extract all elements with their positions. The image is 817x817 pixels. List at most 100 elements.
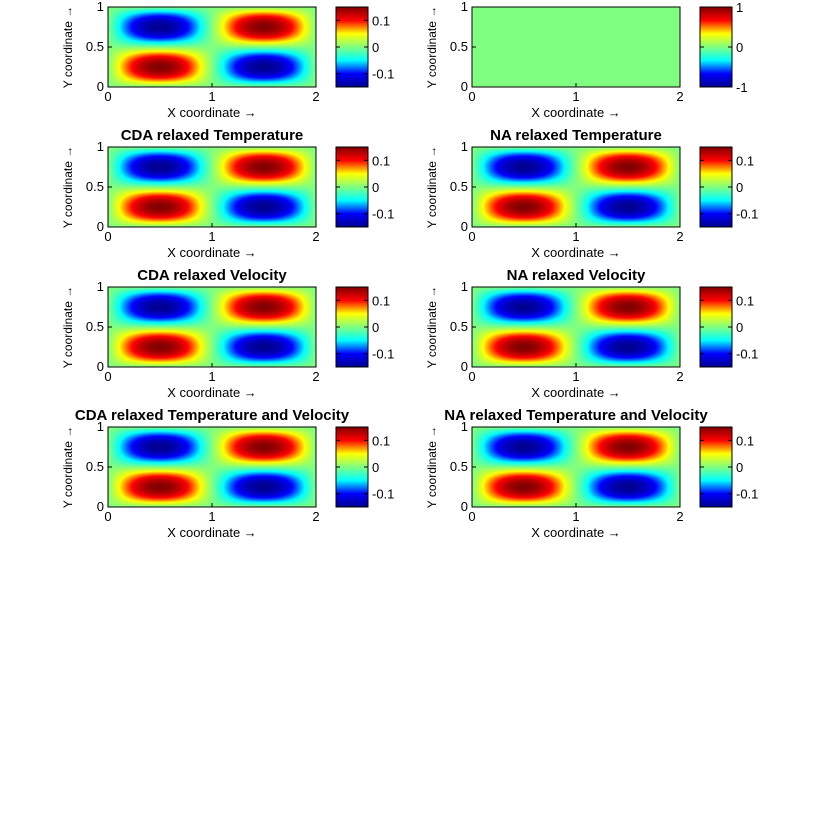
x-axis-label: X coordinate → (531, 385, 621, 400)
colorbar-tick-label: 0 (736, 40, 743, 55)
x-axis-label: X coordinate → (531, 105, 621, 120)
x-axis-label: X coordinate → (531, 525, 621, 540)
x-axis-label: X coordinate → (167, 385, 257, 400)
x-tick-label: 0 (104, 229, 111, 244)
x-tick-label: 1 (572, 369, 579, 384)
y-tick-label: 1 (97, 419, 104, 434)
y-tick-label: 0.5 (450, 319, 468, 334)
y-tick-label: 1 (97, 0, 104, 14)
y-axis-label: Y coordinate → (425, 426, 439, 509)
colorbar (335, 286, 369, 368)
y-tick-label: 0.5 (450, 39, 468, 54)
y-tick-label: 0.5 (86, 459, 104, 474)
y-tick-label: 1 (461, 419, 468, 434)
colorbar-tick-label: -0.1 (372, 487, 394, 502)
colorbar-tick-label: -0.1 (372, 207, 394, 222)
colorbar-tick-label: 0.1 (736, 433, 754, 448)
colorbar-tick-label: 0.1 (372, 153, 390, 168)
colorbar-tick-label: 0 (736, 460, 743, 475)
x-axis-label: X coordinate → (167, 245, 257, 260)
y-axis-label: Y coordinate → (425, 6, 439, 89)
colorbar (699, 146, 733, 228)
x-tick-label: 2 (676, 229, 683, 244)
colorbar (699, 286, 733, 368)
x-tick-label: 1 (208, 509, 215, 524)
y-axis-label: Y coordinate → (61, 426, 75, 509)
heatmap-field (108, 287, 316, 367)
heatmap-field (472, 7, 680, 87)
panel-title: CDA relaxed Temperature (121, 127, 304, 144)
x-axis-label: X coordinate → (167, 525, 257, 540)
y-tick-label: 1 (97, 139, 104, 154)
x-tick-label: 1 (572, 509, 579, 524)
y-tick-label: 0 (461, 499, 468, 514)
heatmap-field (108, 427, 316, 507)
x-tick-label: 0 (104, 89, 111, 104)
y-tick-label: 1 (461, 0, 468, 14)
y-axis-label: Y coordinate → (61, 146, 75, 229)
colorbar (699, 6, 733, 88)
colorbar-tick-label: 0.1 (372, 293, 390, 308)
y-tick-label: 0 (97, 499, 104, 514)
x-tick-label: 2 (312, 89, 319, 104)
x-tick-label: 0 (468, 369, 475, 384)
y-tick-label: 0 (97, 79, 104, 94)
x-axis-label: X coordinate → (167, 105, 257, 120)
y-tick-label: 0.5 (450, 179, 468, 194)
x-tick-label: 0 (468, 89, 475, 104)
y-tick-label: 0 (97, 359, 104, 374)
x-tick-label: 2 (312, 369, 319, 384)
x-tick-label: 1 (208, 369, 215, 384)
panel-title: CDA relaxed Velocity (137, 267, 287, 284)
heatmap-field (108, 7, 316, 87)
x-tick-label: 2 (676, 89, 683, 104)
panel-2: 0 1 200.51X coordinate →Y coordinate → 10-1 (425, 0, 748, 120)
colorbar-tick-label: -0.1 (736, 207, 758, 222)
colorbar-tick-label: -0.1 (736, 487, 758, 502)
x-tick-label: 0 (104, 369, 111, 384)
colorbar-tick-label: 0 (736, 180, 743, 195)
x-tick-label: 1 (572, 89, 579, 104)
colorbar-tick-label: -0.1 (372, 67, 394, 82)
y-tick-label: 0.5 (450, 459, 468, 474)
y-tick-label: 0 (461, 219, 468, 234)
colorbar-tick-label: 0.1 (736, 293, 754, 308)
y-tick-label: 1 (461, 279, 468, 294)
x-tick-label: 0 (468, 509, 475, 524)
colorbar-tick-label: -0.1 (736, 347, 758, 362)
panel-title: NA relaxed Temperature and Velocity (444, 407, 708, 424)
colorbar (699, 426, 733, 508)
x-tick-label: 0 (104, 509, 111, 524)
y-axis-label: Y coordinate → (61, 286, 75, 369)
y-tick-label: 0.5 (86, 319, 104, 334)
colorbar-tick-label: -1 (736, 80, 748, 95)
y-tick-label: 1 (97, 279, 104, 294)
panel-title: CDA relaxed Temperature and Velocity (75, 407, 350, 424)
x-tick-label: 2 (676, 369, 683, 384)
y-tick-label: 1 (461, 139, 468, 154)
y-axis-label: Y coordinate → (61, 6, 75, 89)
heatmap-field (472, 147, 680, 227)
y-tick-label: 0.5 (86, 39, 104, 54)
x-axis-label: X coordinate → (531, 245, 621, 260)
x-tick-label: 1 (572, 229, 579, 244)
colorbar-tick-label: 0 (372, 320, 379, 335)
colorbar-tick-label: 0 (372, 460, 379, 475)
y-axis-label: Y coordinate → (425, 146, 439, 229)
y-tick-label: 0 (97, 219, 104, 234)
x-tick-label: 2 (312, 509, 319, 524)
colorbar-tick-label: 0 (372, 40, 379, 55)
colorbar-tick-label: 0.1 (372, 13, 390, 28)
colorbar-tick-label: 0.1 (372, 433, 390, 448)
heatmap-field (472, 287, 680, 367)
y-tick-label: 0.5 (86, 179, 104, 194)
colorbar (335, 146, 369, 228)
y-tick-label: 0 (461, 79, 468, 94)
panel-title: NA relaxed Velocity (507, 267, 646, 284)
y-tick-label: 0 (461, 359, 468, 374)
